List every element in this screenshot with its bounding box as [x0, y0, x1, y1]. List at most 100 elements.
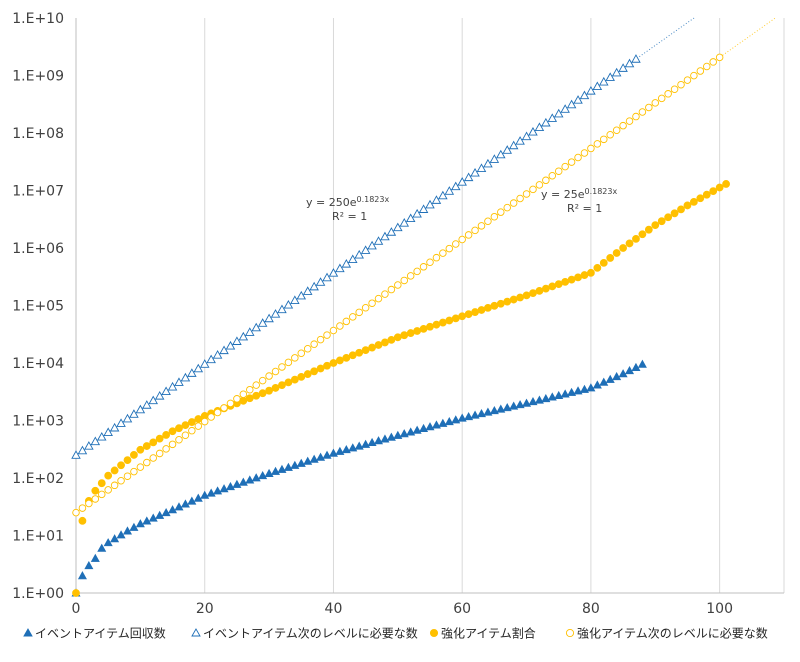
data-point — [529, 185, 537, 194]
data-point — [547, 392, 557, 401]
data-point — [374, 294, 383, 303]
y-tick-label: 1.E+07 — [12, 184, 64, 200]
data-point — [490, 301, 499, 310]
trendline-equation: y = 250e0.1823x — [306, 195, 389, 209]
data-point — [394, 281, 402, 289]
data-point — [90, 553, 100, 562]
data-point — [129, 522, 139, 531]
trendline-r2: R² = 1 — [567, 202, 602, 215]
data-point — [632, 234, 640, 243]
data-point — [162, 445, 170, 453]
data-point — [438, 190, 448, 200]
data-point — [541, 393, 551, 403]
data-point — [374, 341, 383, 349]
data-point — [225, 481, 235, 491]
data-point — [122, 526, 133, 535]
data-point — [426, 322, 434, 331]
data-point — [464, 231, 473, 239]
data-point — [136, 463, 145, 471]
data-point — [264, 468, 274, 477]
data-point — [180, 372, 191, 382]
y-tick-label: 1.E+09 — [12, 69, 64, 85]
data-points — [71, 53, 730, 597]
data-point — [399, 429, 409, 438]
data-point — [458, 235, 466, 244]
data-point — [618, 369, 628, 378]
data-point — [381, 290, 389, 298]
data-point — [419, 263, 428, 271]
data-point — [625, 239, 634, 248]
data-point — [220, 404, 228, 412]
data-point — [142, 442, 151, 450]
data-point — [477, 222, 486, 230]
data-point — [393, 333, 402, 342]
data-point — [77, 571, 87, 580]
y-tick-label: 1.E+06 — [12, 241, 64, 257]
data-point — [238, 477, 248, 486]
data-point — [361, 346, 370, 355]
data-point — [431, 195, 442, 204]
data-point — [149, 438, 158, 447]
data-point — [529, 289, 537, 298]
y-tick-label: 1.E+05 — [12, 299, 64, 315]
data-point — [496, 404, 506, 413]
data-point — [484, 304, 492, 312]
data-point — [561, 162, 569, 171]
data-point — [72, 589, 80, 597]
data-point — [605, 72, 615, 81]
data-point — [651, 221, 660, 230]
data-point — [522, 291, 531, 300]
data-point — [683, 201, 692, 210]
data-point — [600, 135, 608, 144]
data-point — [426, 258, 434, 266]
data-point — [451, 314, 460, 323]
data-point — [136, 445, 145, 454]
data-point — [77, 445, 88, 455]
data-point — [71, 450, 81, 459]
data-point — [548, 171, 557, 180]
data-point — [194, 415, 203, 423]
data-point — [232, 479, 242, 488]
data-point — [528, 126, 538, 136]
data-point — [522, 190, 531, 198]
data-point — [290, 460, 300, 469]
data-point — [502, 145, 513, 154]
data-point — [212, 350, 223, 359]
data-point — [425, 422, 435, 431]
data-point — [232, 336, 242, 345]
data-point — [432, 253, 441, 262]
data-point — [329, 359, 338, 367]
data-point — [161, 507, 171, 517]
data-point — [387, 285, 396, 294]
data-point — [284, 358, 293, 367]
data-point — [638, 230, 647, 239]
data-point — [509, 401, 519, 410]
data-point — [149, 454, 157, 462]
data-point — [245, 327, 255, 336]
data-point — [664, 90, 672, 98]
data-point — [155, 510, 165, 519]
data-point — [155, 449, 164, 458]
data-point — [534, 122, 545, 131]
data-point — [239, 390, 248, 399]
data-point — [226, 399, 235, 408]
y-tick-label: 1.E+01 — [12, 529, 64, 545]
data-point — [715, 183, 724, 192]
data-point — [168, 440, 177, 449]
data-point — [296, 290, 307, 300]
legend-label: イベントアイテム次のレベルに必要な数 — [203, 626, 418, 641]
data-point — [354, 441, 364, 450]
data-point — [213, 486, 223, 495]
data-point — [104, 486, 112, 494]
data-point — [355, 308, 363, 317]
data-point — [278, 381, 286, 390]
data-point — [130, 451, 138, 459]
data-point — [444, 416, 454, 426]
data-point — [560, 104, 570, 113]
data-point — [406, 427, 416, 436]
data-point — [567, 275, 576, 284]
data-point — [535, 286, 544, 295]
data-point — [722, 180, 730, 188]
data-point — [200, 490, 210, 499]
data-point — [310, 367, 319, 376]
